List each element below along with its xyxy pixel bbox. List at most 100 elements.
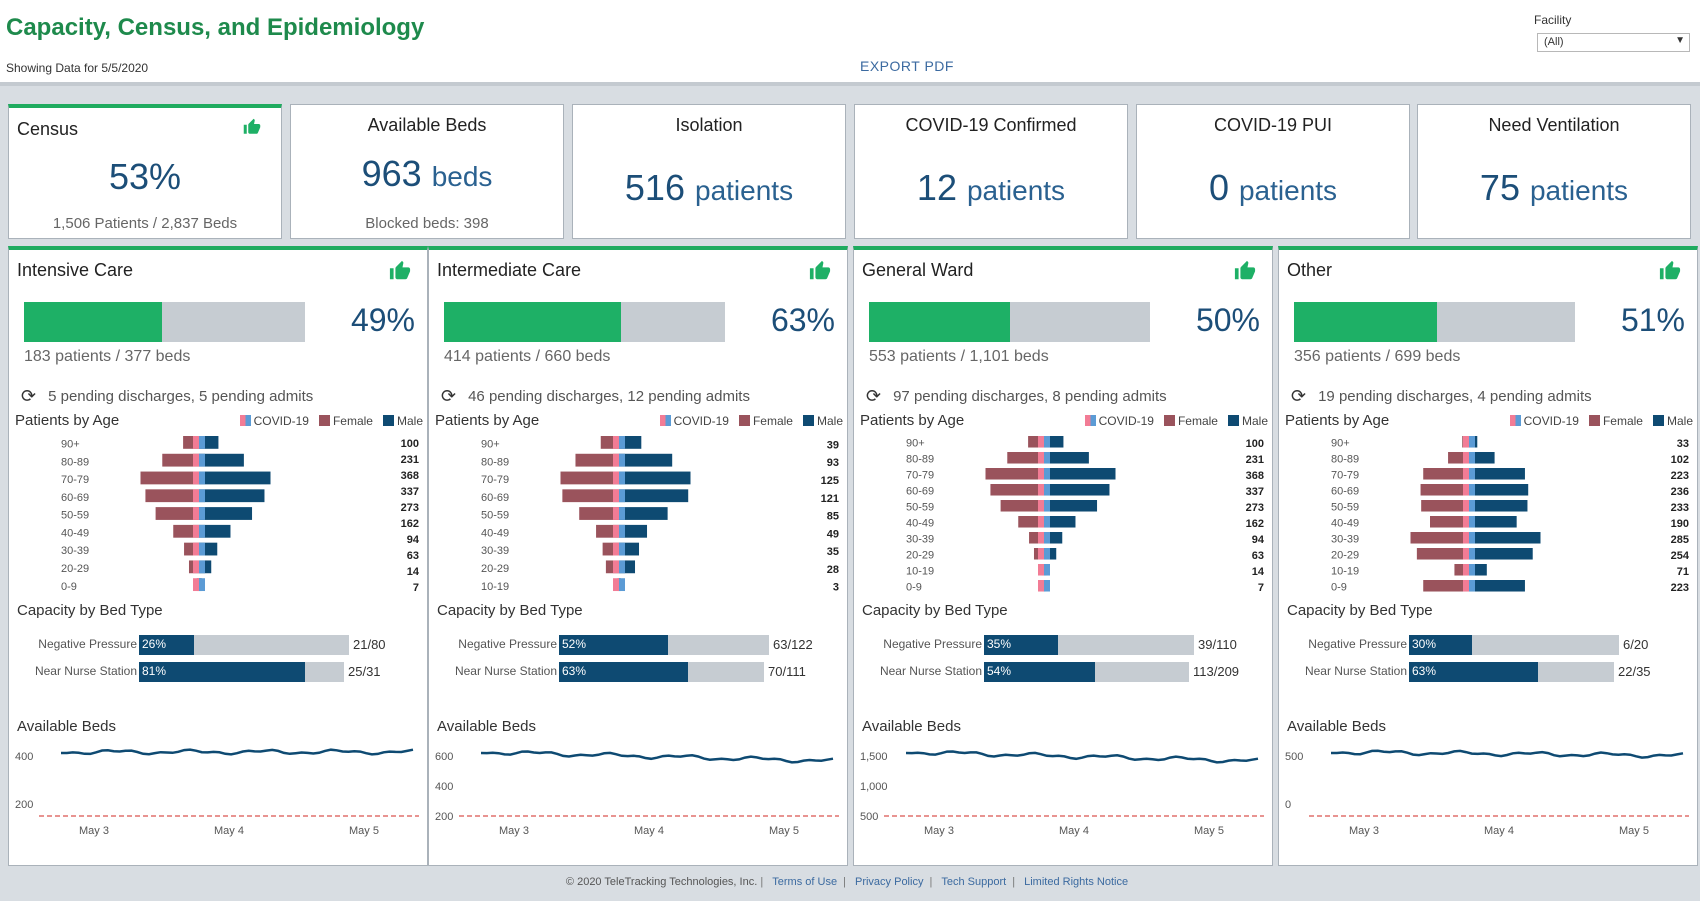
panel-intermediate-care[interactable]: Intermediate Care 63% 414 patients / 660 b… xyxy=(428,246,848,866)
age-label: 60-69 xyxy=(906,485,934,497)
kpi-card[interactable]: Available Beds 963 beds Blocked beds: 398 xyxy=(290,104,564,239)
age-total-label: 233 xyxy=(1671,502,1689,514)
male-bar xyxy=(199,507,253,520)
legend-label-covid: COVID-19 xyxy=(1523,414,1579,428)
y-tick-label: 0 xyxy=(1285,799,1291,811)
capacity-row: Near Nurse Station 63% 70/111 xyxy=(429,662,849,682)
panel-other[interactable]: Other 51% 356 patients / 699 beds ⟳ 19 pendi… xyxy=(1278,246,1698,866)
age-total-label: 3 xyxy=(833,582,839,594)
capacity-row: Near Nurse Station 63% 22/35 xyxy=(1279,662,1699,682)
covid-bar xyxy=(1044,452,1050,464)
tech-support-link[interactable]: Tech Support xyxy=(941,876,1007,888)
occupancy-percent: 51% xyxy=(1620,302,1685,338)
privacy-link[interactable]: Privacy Policy xyxy=(854,876,924,888)
pending-text: 5 pending discharges, 5 pending admits xyxy=(48,388,314,405)
page-title: Capacity, Census, and Epidemiology xyxy=(6,14,425,41)
age-total-label: 273 xyxy=(401,502,419,514)
age-label: 20-29 xyxy=(61,563,89,575)
legend-label-female: Female xyxy=(332,414,373,428)
available-beds-chart: 600 400 200 May 3 May 4 May 5 xyxy=(435,750,839,837)
age-label: 80-89 xyxy=(1331,453,1359,465)
covid-bar xyxy=(1463,564,1469,576)
legend-item-male: Male xyxy=(382,414,423,428)
male-bar xyxy=(1044,548,1057,560)
covid-bar xyxy=(1044,548,1050,560)
rights-notice-link[interactable]: Limited Rights Notice xyxy=(1024,876,1129,888)
covid-bar xyxy=(199,560,205,574)
panel-title: Intermediate Care xyxy=(437,260,582,280)
refresh-icon[interactable]: ⟳ xyxy=(1291,386,1307,406)
pending-summary: ⟳ 97 pending discharges, 8 pending admits xyxy=(866,386,1167,407)
kpi-card[interactable]: COVID-19 PUI 0 patients xyxy=(1136,104,1410,239)
legend-swatch-covid xyxy=(1084,415,1096,426)
panel-intensive-care[interactable]: Intensive Care 49% 183 patients / 377 beds… xyxy=(8,246,428,866)
female-bar xyxy=(145,489,199,503)
covid-bar xyxy=(613,524,619,538)
available-beds-chart: 1,500 1,000 500 May 3 May 4 May 5 xyxy=(860,750,1264,837)
thumbs-up-icon xyxy=(1659,260,1681,282)
facility-label: Facility xyxy=(1534,13,1572,27)
covid-bar xyxy=(1463,436,1469,448)
export-pdf-button[interactable]: EXPORT PDF xyxy=(860,58,954,74)
female-bar xyxy=(1454,564,1469,576)
covid-bar xyxy=(199,542,205,556)
capacity-percent: 81% xyxy=(142,664,167,678)
terms-link[interactable]: Terms of Use xyxy=(772,876,838,888)
kpi-card[interactable]: Need Ventilation 75 patients xyxy=(1417,104,1691,239)
age-total-label: 100 xyxy=(1246,438,1264,450)
available-beds-line xyxy=(905,750,1259,764)
refresh-icon[interactable]: ⟳ xyxy=(441,386,457,406)
y-tick-label: 400 xyxy=(435,781,453,793)
age-label: 0-9 xyxy=(1331,581,1347,593)
legend-item-female: Female xyxy=(1588,414,1643,428)
covid-bar xyxy=(193,507,199,520)
panel-general-ward[interactable]: General Ward 50% 553 patients / 1,101 beds… xyxy=(853,246,1273,866)
pending-summary: ⟳ 19 pending discharges, 4 pending admits xyxy=(1291,386,1592,407)
refresh-icon[interactable]: ⟳ xyxy=(866,386,882,406)
male-bar xyxy=(1469,532,1541,544)
age-pyramid-chart: 90+ 80-89 70-79 60-69 50-59 40-49 30-39 20-29 0-… xyxy=(61,436,420,594)
covid-bar xyxy=(199,436,205,449)
capacity-value: 21/80 xyxy=(353,637,386,652)
kpi-unit: patients xyxy=(695,175,794,206)
capacity-value: 63/122 xyxy=(773,637,813,652)
female-bar xyxy=(173,524,199,538)
age-total-label: 337 xyxy=(1246,486,1264,498)
covid-bar xyxy=(193,489,199,503)
refresh-icon[interactable]: ⟳ xyxy=(21,386,37,406)
age-total-label: 273 xyxy=(1246,502,1264,514)
kpi-number: 963 xyxy=(361,153,422,194)
facility-select[interactable]: (All) ▼ xyxy=(1537,33,1690,52)
age-total-label: 94 xyxy=(407,534,420,546)
male-bar xyxy=(619,524,648,538)
legend-item-male: Male xyxy=(1227,414,1268,428)
covid-bar xyxy=(1469,516,1475,528)
legend-item-female: Female xyxy=(318,414,373,428)
female-bar xyxy=(155,507,199,520)
kpi-card[interactable]: Isolation 516 patients xyxy=(572,104,846,239)
covid-bar xyxy=(1469,452,1475,464)
legend-item-covid: COVID-19 xyxy=(1084,414,1154,428)
age-label: 70-79 xyxy=(61,474,89,486)
kpi-unit: patients xyxy=(1529,175,1629,206)
y-tick-label: 1,000 xyxy=(860,781,888,793)
legend-label-female: Female xyxy=(1602,414,1643,428)
age-total-label: 33 xyxy=(1677,438,1689,450)
male-bar xyxy=(1469,468,1525,480)
age-total-label: 49 xyxy=(827,528,839,540)
male-bar xyxy=(199,524,231,538)
covid-bar xyxy=(1038,580,1044,592)
male-bar xyxy=(619,507,668,520)
kpi-card[interactable]: COVID-19 Confirmed 12 patients xyxy=(854,104,1128,239)
male-bar xyxy=(619,453,673,467)
kpi-number: 516 xyxy=(624,167,685,208)
kpi-unit: beds xyxy=(431,161,493,192)
covid-bar xyxy=(199,507,205,520)
kpi-value: 12 patients xyxy=(855,167,1127,209)
age-label: 60-69 xyxy=(1331,485,1359,497)
capacity-fill xyxy=(559,635,669,655)
kpi-card[interactable]: Census 53% 1,506 Patients / 2,837 Beds xyxy=(8,104,282,239)
kpi-subtext: Blocked beds: 398 xyxy=(365,215,489,232)
patients-beds: 553 patients / 1,101 beds xyxy=(869,348,1049,365)
age-label: 10-19 xyxy=(1331,565,1359,577)
